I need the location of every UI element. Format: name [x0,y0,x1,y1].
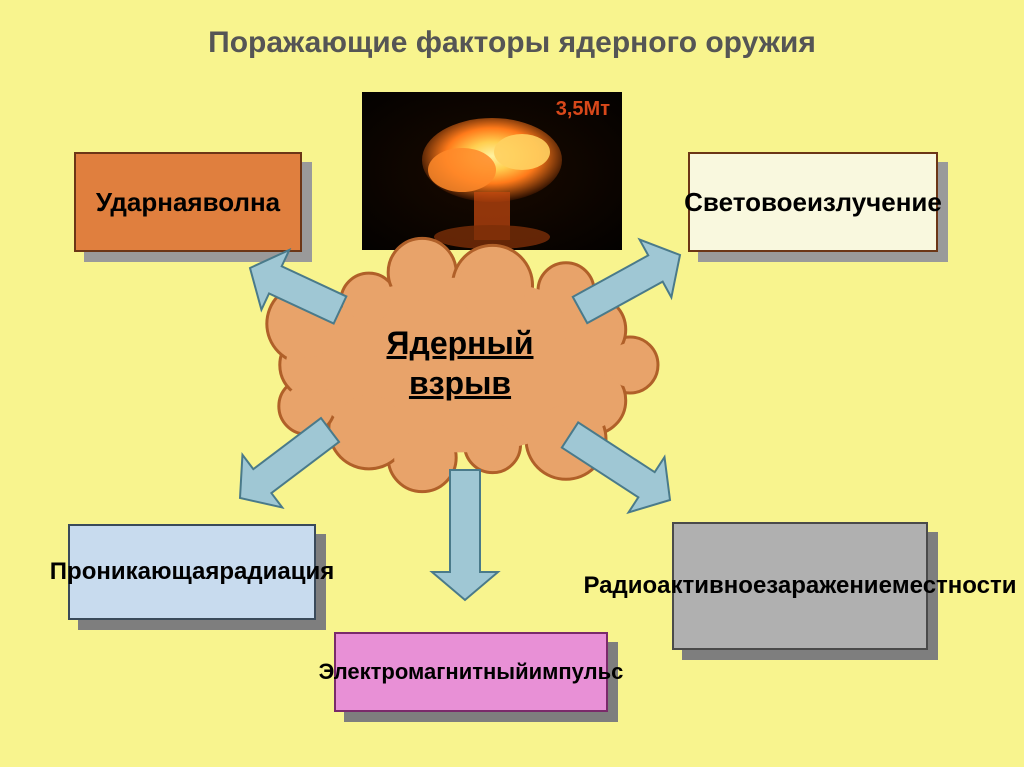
shock-wave-line1: Ударная [96,186,203,219]
radioactive-contamination-line3: местности [892,571,1017,601]
shock-wave-box: Ударнаяволна [74,152,302,252]
radioactive-contamination-line2: заражение [766,571,892,601]
light-radiation-box: Световоеизлучение [688,152,938,252]
radioactive-contamination-line1: Радиоактивное [583,571,766,601]
emp-line1: Электромагнитный [319,658,529,686]
light-radiation-line2: излучение [807,186,942,219]
penetrating-radiation-line2: радиация [219,557,334,587]
penetrating-radiation-box: Проникающаярадиация [68,524,316,620]
light-radiation-line1: Световое [684,186,807,219]
cloud-line1: Ядерный [387,325,534,361]
emp-line2: импульс [529,658,624,686]
center-cloud-label: Ядерный взрыв [340,323,580,403]
shock-wave-line2: волна [203,186,281,219]
cloud-line2: взрыв [409,365,511,401]
emp-box: Электромагнитныйимпульс [334,632,608,712]
penetrating-radiation-line1: Проникающая [50,557,220,587]
radioactive-contamination-box: Радиоактивноезаражениеместности [672,522,928,650]
